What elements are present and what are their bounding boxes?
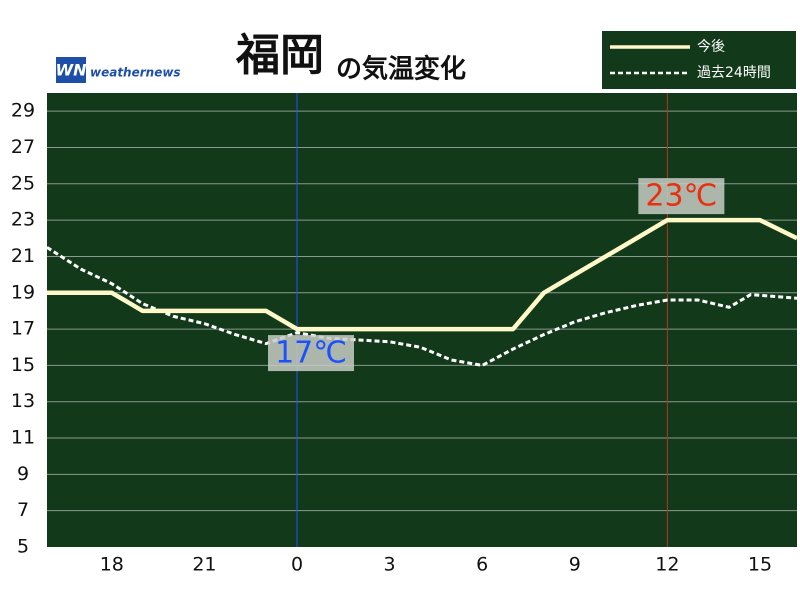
y-tick-label: 27 xyxy=(11,136,35,158)
logo-box xyxy=(56,57,86,83)
annotation-label: 17℃ xyxy=(275,336,347,371)
x-tick-label: 6 xyxy=(476,554,488,576)
annotation-box xyxy=(268,335,354,372)
x-tick-label: 15 xyxy=(748,554,772,576)
y-tick-label: 5 xyxy=(17,536,29,558)
x-tick-label: 21 xyxy=(192,554,216,576)
legend-label: 今後 xyxy=(697,39,725,55)
legend-label: 過去24時間 xyxy=(697,65,771,81)
y-tick-label: 15 xyxy=(11,354,35,376)
legend xyxy=(602,31,796,89)
chart-subtitle: の気温変化 xyxy=(336,54,466,85)
x-tick-label: 3 xyxy=(384,554,396,576)
y-tick-label: 9 xyxy=(17,463,29,485)
y-tick-label: 7 xyxy=(17,499,29,521)
x-tick-label: 9 xyxy=(569,554,581,576)
y-tick-label: 29 xyxy=(11,100,35,122)
logo-text: WN xyxy=(55,61,87,80)
brand: weathernews xyxy=(90,66,181,80)
y-tick-label: 23 xyxy=(11,209,35,231)
y-tick-label: 19 xyxy=(11,281,35,303)
annotation-label: 23℃ xyxy=(645,179,717,214)
y-tick-label: 17 xyxy=(11,318,35,340)
x-tick-label: 18 xyxy=(100,554,124,576)
x-tick-label: 0 xyxy=(291,554,303,576)
x-tick-label: 12 xyxy=(655,554,679,576)
y-tick-label: 21 xyxy=(11,245,35,267)
plot-area xyxy=(47,93,797,547)
y-tick-label: 25 xyxy=(11,172,35,194)
series-line xyxy=(46,246,798,367)
y-tick-label: 11 xyxy=(11,427,35,449)
annotation-box xyxy=(638,178,725,215)
series-line xyxy=(47,217,798,332)
chart-title: 福岡 xyxy=(235,30,324,81)
logo: WN weathernews xyxy=(55,57,181,83)
y-tick-label: 13 xyxy=(11,390,35,412)
